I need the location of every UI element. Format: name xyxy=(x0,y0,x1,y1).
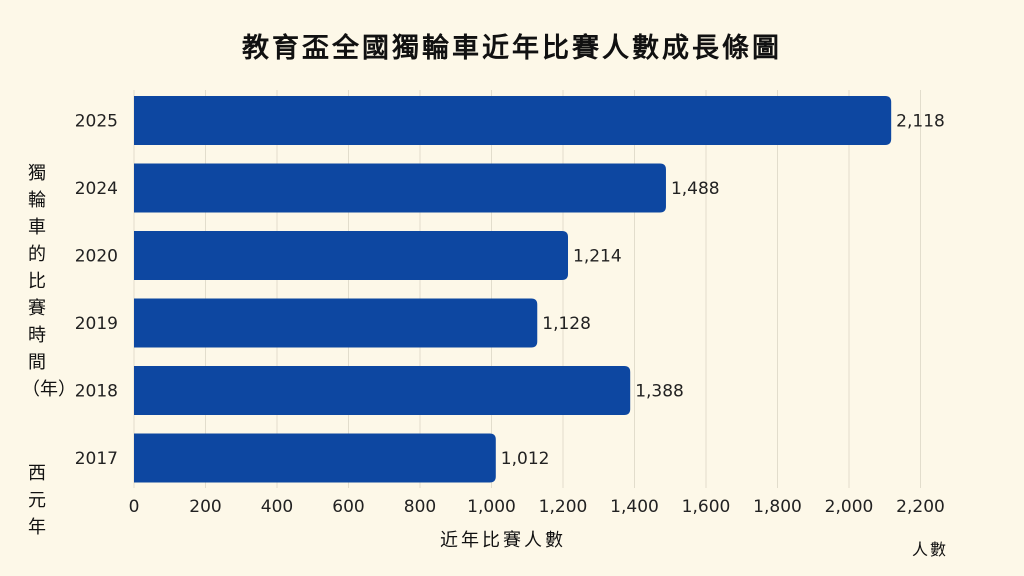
x-tick-label: 200 xyxy=(189,497,221,517)
unit-label: 人數 xyxy=(912,540,949,559)
x-axis-label: 近年比賽人數 xyxy=(440,530,566,551)
category-label: 2017 xyxy=(75,449,118,469)
value-label: 1,388 xyxy=(635,382,684,402)
bars xyxy=(134,96,892,483)
x-tick-label: 1,200 xyxy=(539,497,588,517)
value-label: 2,118 xyxy=(896,112,945,132)
value-label: 1,128 xyxy=(542,314,591,334)
value-label: 1,488 xyxy=(671,179,720,199)
x-tick-label: 1,400 xyxy=(610,497,659,517)
bar-2020 xyxy=(134,231,569,280)
grid-lines xyxy=(133,90,921,488)
x-tick-label: 2,200 xyxy=(896,497,945,517)
category-label: 2019 xyxy=(75,314,118,334)
x-tick-label: 1,600 xyxy=(682,497,731,517)
bar-2024 xyxy=(134,163,666,213)
x-tick-label: 600 xyxy=(332,497,364,517)
y-axis-label: 獨輪車的比賽時間（年） xyxy=(22,163,76,400)
bar-2025 xyxy=(134,96,892,145)
value-label: 1,012 xyxy=(501,449,550,469)
value-label: 1,214 xyxy=(573,247,622,267)
category-label: 2018 xyxy=(75,382,118,402)
y-axis-sublabel: 西元年 xyxy=(28,463,46,538)
x-tick-label: 400 xyxy=(261,497,293,517)
x-tick-label: 2,000 xyxy=(825,497,874,517)
bar-2019 xyxy=(134,298,538,348)
x-tick-labels: 0 200 400 600 800 1,000 1,200 1,400 1,600 1,800 2,… xyxy=(129,497,945,517)
value-labels: 2,118 1,488 1,214 1,128 1,388 1,012 xyxy=(501,112,945,470)
x-tick-label: 0 xyxy=(129,497,140,517)
category-label: 2024 xyxy=(75,179,118,199)
x-tick-label: 1,000 xyxy=(467,497,516,517)
category-label: 2020 xyxy=(75,247,118,267)
category-labels: 2025 2024 2020 2019 2018 2017 xyxy=(75,112,118,470)
bar-2018 xyxy=(134,366,631,415)
x-tick-label: 800 xyxy=(404,497,436,517)
bar-2017 xyxy=(134,433,496,483)
chart-title: 教育盃全國獨輪車近年比賽人數成長條圖 xyxy=(242,33,782,64)
x-tick-label: 1,800 xyxy=(753,497,802,517)
category-label: 2025 xyxy=(75,112,118,132)
